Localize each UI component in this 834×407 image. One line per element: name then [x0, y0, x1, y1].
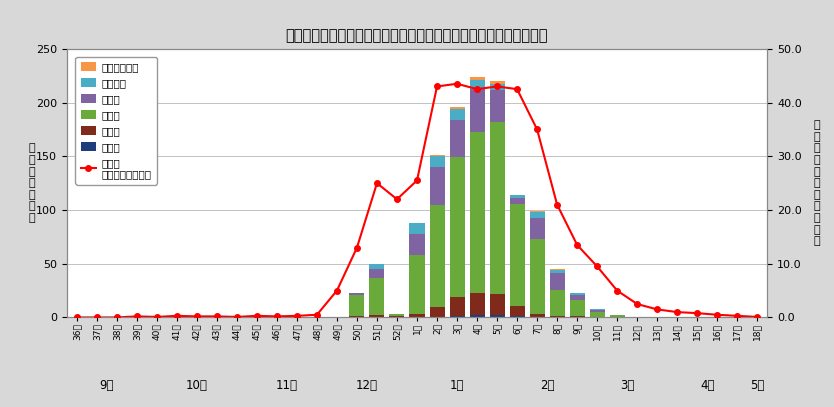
Bar: [550, 274, 565, 289]
Bar: [550, 270, 565, 274]
Bar: [369, 278, 384, 315]
Y-axis label: 定
点
あ
た
り
報
告
数
（
人
）: 定 点 あ た り 報 告 数 （ 人 ）: [813, 120, 820, 246]
Bar: [550, 269, 565, 270]
Bar: [409, 223, 425, 234]
Bar: [389, 314, 404, 316]
Bar: [490, 84, 505, 90]
Y-axis label: 学
校
数
（
施
設
）: 学 校 数 （ 施 設 ）: [28, 143, 35, 223]
Bar: [349, 316, 364, 317]
Bar: [570, 316, 585, 317]
Bar: [490, 122, 505, 294]
Bar: [530, 314, 545, 317]
Bar: [470, 315, 485, 317]
Bar: [510, 204, 525, 306]
Title: インフルエンザによるとみられる学校等の臨時休業　週別発生状況: インフルエンザによるとみられる学校等の臨時休業 週別発生状況: [286, 28, 548, 44]
Bar: [490, 81, 505, 84]
Bar: [470, 89, 485, 131]
Bar: [510, 316, 525, 317]
Bar: [530, 211, 545, 212]
Bar: [470, 131, 485, 293]
Bar: [590, 312, 605, 317]
Bar: [450, 120, 465, 158]
Bar: [450, 316, 465, 317]
Bar: [530, 239, 545, 314]
Bar: [369, 315, 384, 317]
Bar: [550, 289, 565, 316]
Bar: [610, 315, 625, 317]
Bar: [470, 80, 485, 89]
Bar: [409, 255, 425, 314]
Bar: [430, 167, 445, 205]
Bar: [450, 297, 465, 316]
Bar: [430, 307, 445, 317]
Bar: [349, 293, 364, 295]
Bar: [570, 295, 585, 300]
Bar: [430, 156, 445, 167]
Bar: [530, 212, 545, 217]
Bar: [530, 217, 545, 239]
Bar: [570, 293, 585, 295]
Bar: [389, 316, 404, 317]
Bar: [550, 316, 565, 317]
Bar: [430, 205, 445, 307]
Bar: [490, 294, 505, 315]
Bar: [409, 234, 425, 255]
Bar: [510, 198, 525, 204]
Bar: [369, 269, 384, 278]
Bar: [490, 90, 505, 122]
Bar: [450, 158, 465, 297]
Bar: [349, 295, 364, 316]
Legend: その他の施設, 高等学校, 中学校, 小学校, 幼稚園, 保育園, 岡山県
定点あたり報告数: その他の施設, 高等学校, 中学校, 小学校, 幼稚園, 保育園, 岡山県 定点…: [75, 57, 157, 184]
Bar: [590, 309, 605, 310]
Bar: [570, 300, 585, 316]
Bar: [590, 310, 605, 312]
Bar: [510, 306, 525, 316]
Bar: [369, 264, 384, 269]
Bar: [470, 77, 485, 80]
Bar: [430, 155, 445, 156]
Bar: [450, 109, 465, 120]
Bar: [450, 107, 465, 109]
Bar: [409, 314, 425, 317]
Bar: [470, 293, 485, 315]
Bar: [510, 195, 525, 198]
Bar: [490, 315, 505, 317]
